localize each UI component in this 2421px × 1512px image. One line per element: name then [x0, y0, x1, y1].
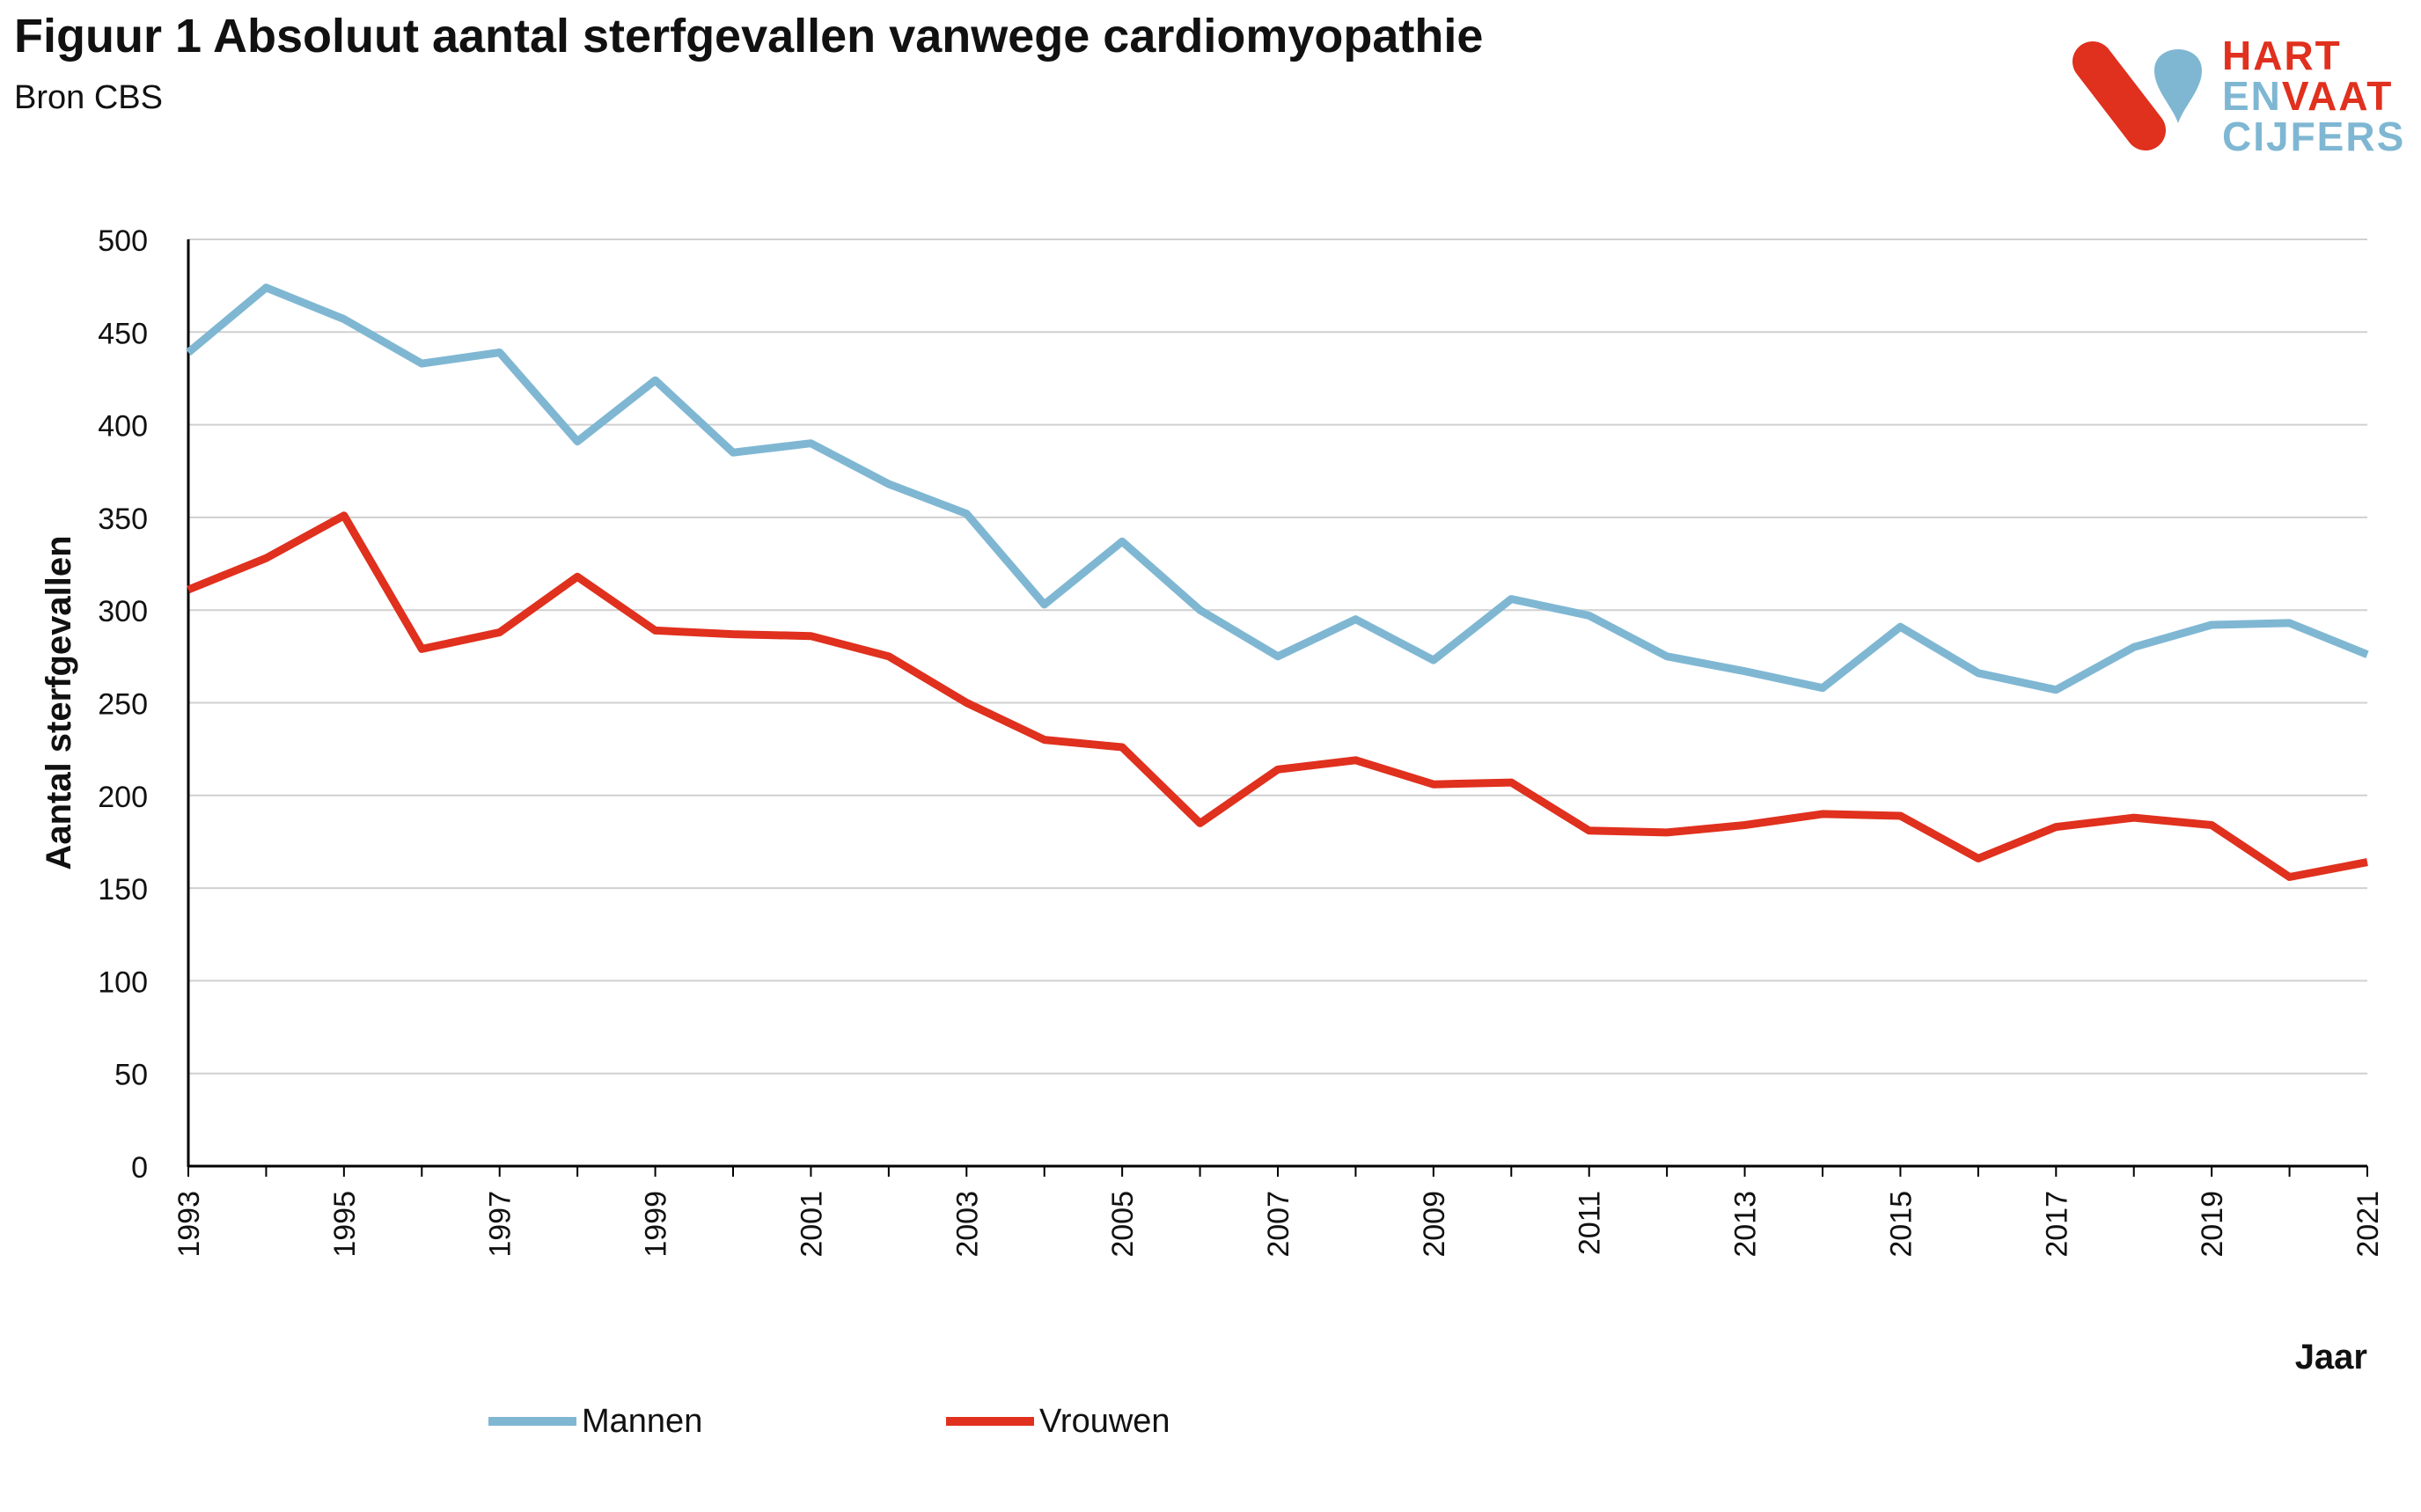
logo-word-hart: HART	[2222, 33, 2342, 78]
y-tick-label: 450	[98, 317, 148, 350]
logo-word-envaat: ENVAAT	[2222, 76, 2393, 116]
legend-swatch-vrouwen	[946, 1417, 1034, 1426]
y-tick-label: 500	[98, 224, 148, 258]
hartenvaatcijfers-logo: HART ENVAAT CIJFERS	[2068, 35, 2403, 158]
x-tick-label: 2009	[1418, 1191, 1451, 1258]
x-tick-label: 1995	[328, 1191, 362, 1258]
series-line-mannen	[186, 283, 2369, 694]
y-tick-label: 400	[98, 410, 148, 444]
x-tick-label: 2021	[2351, 1191, 2385, 1258]
y-tick-label: 100	[98, 965, 148, 999]
legend-item-mannen: Mannen	[488, 1399, 702, 1443]
legend-swatch-mannen	[488, 1417, 576, 1426]
x-tick-label: 2019	[2196, 1191, 2229, 1258]
logo-word-cijfers: CIJFERS	[2222, 114, 2406, 159]
legend-label-vrouwen: Vrouwen	[1039, 1402, 1170, 1440]
y-tick-label: 350	[98, 503, 148, 536]
x-tick-label: 1999	[640, 1191, 673, 1258]
y-tick-label: 0	[131, 1151, 148, 1185]
x-tick-label: 2003	[950, 1191, 984, 1258]
chart-title: Figuur 1 Absoluut aantal sterfgevallen v…	[14, 10, 1484, 62]
y-tick-label: 50	[114, 1059, 148, 1092]
legend-item-vrouwen: Vrouwen	[946, 1399, 1170, 1443]
x-tick-label: 1997	[484, 1191, 517, 1258]
logo-mark-icon	[2073, 41, 2202, 150]
logo-word-en: EN	[2222, 73, 2282, 119]
y-tick-label: 250	[98, 688, 148, 722]
y-tick-label: 300	[98, 595, 148, 628]
x-tick-label: 2017	[2040, 1191, 2073, 1258]
x-tick-label: 1993	[172, 1191, 206, 1258]
x-axis-title: Jaar	[2295, 1338, 2367, 1376]
logo-word-vaat: VAAT	[2281, 73, 2394, 119]
x-tick-label: 2005	[1106, 1191, 1140, 1258]
x-tick-label: 2013	[1729, 1191, 1763, 1258]
series-line-vrouwen	[187, 511, 2368, 881]
x-tick-label: 2001	[795, 1191, 828, 1258]
y-tick-label: 200	[98, 781, 148, 814]
chart-source: Bron CBS	[14, 79, 163, 116]
x-tick-label: 2011	[1574, 1191, 1607, 1255]
x-tick-label: 2015	[1884, 1191, 1918, 1258]
legend-label-mannen: Mannen	[582, 1402, 703, 1440]
y-axis-title: Aantal sterfgevallen	[40, 535, 78, 870]
y-tick-label: 150	[98, 873, 148, 906]
x-tick-label: 2007	[1262, 1191, 1295, 1258]
